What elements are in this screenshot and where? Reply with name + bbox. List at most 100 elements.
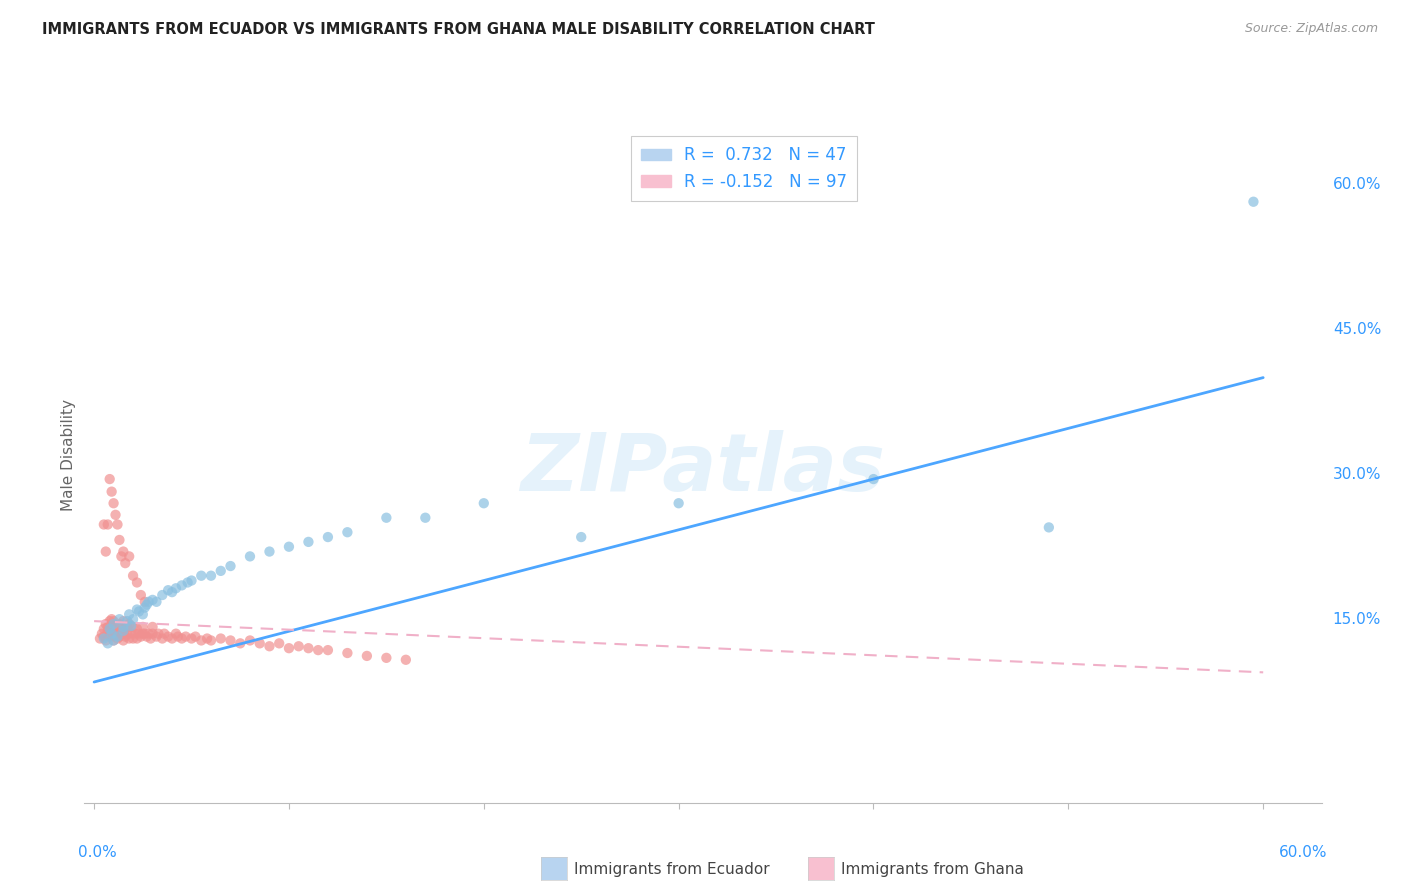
Point	[145, 630, 167, 644]
Point	[150, 632, 173, 646]
Text: Immigrants from Ecuador: Immigrants from Ecuador	[574, 863, 769, 877]
Point	[316, 530, 339, 544]
Point	[148, 626, 170, 640]
Point	[94, 617, 117, 632]
Point	[107, 632, 129, 646]
Point	[122, 612, 145, 626]
Point	[98, 472, 121, 486]
Point	[142, 626, 165, 640]
Point	[287, 639, 309, 653]
Point	[668, 496, 690, 510]
Text: 30.0%: 30.0%	[1333, 467, 1381, 482]
Point	[110, 549, 132, 564]
Point	[128, 626, 150, 640]
Point	[108, 533, 131, 547]
Point	[195, 632, 218, 646]
Point	[103, 622, 125, 636]
Point	[115, 626, 138, 640]
Point	[100, 626, 122, 640]
Point	[104, 508, 127, 522]
Point	[269, 636, 291, 650]
Point	[170, 632, 193, 646]
Text: 15.0%: 15.0%	[1333, 612, 1381, 627]
Point	[114, 630, 136, 644]
Point	[200, 568, 222, 582]
Point	[118, 632, 141, 646]
Text: Source: ZipAtlas.com: Source: ZipAtlas.com	[1244, 22, 1378, 36]
Point	[190, 568, 212, 582]
Point	[180, 574, 202, 588]
Point	[93, 632, 115, 646]
Point	[135, 630, 157, 644]
Point	[135, 598, 157, 612]
Point	[249, 636, 271, 650]
Point	[118, 549, 141, 564]
Point	[160, 632, 183, 646]
Point	[278, 641, 301, 656]
Point	[100, 626, 122, 640]
Point	[112, 624, 135, 638]
Point	[114, 622, 136, 636]
Point	[125, 632, 148, 646]
Point	[336, 646, 359, 660]
Point	[120, 619, 142, 633]
Point	[184, 630, 207, 644]
Point	[103, 496, 125, 510]
Point	[415, 510, 437, 524]
Point	[100, 484, 122, 499]
Point	[94, 633, 117, 648]
Point	[176, 575, 198, 590]
Point	[200, 633, 222, 648]
Text: Immigrants from Ghana: Immigrants from Ghana	[841, 863, 1024, 877]
Point	[97, 517, 120, 532]
Point	[112, 614, 135, 628]
Text: 60.0%: 60.0%	[1333, 177, 1381, 192]
Point	[103, 630, 125, 644]
Point	[115, 614, 138, 628]
Text: ZIPatlas: ZIPatlas	[520, 430, 886, 508]
Legend: R =  0.732   N = 47, R = -0.152   N = 97: R = 0.732 N = 47, R = -0.152 N = 97	[631, 136, 858, 201]
Point	[129, 630, 152, 644]
Point	[93, 622, 115, 636]
Point	[142, 592, 165, 607]
Point	[125, 575, 148, 590]
Point	[134, 600, 156, 615]
Point	[174, 630, 197, 644]
Text: 45.0%: 45.0%	[1333, 322, 1381, 337]
Point	[297, 641, 319, 656]
Point	[239, 549, 262, 564]
Point	[209, 632, 232, 646]
Point	[139, 632, 162, 646]
Point	[190, 633, 212, 648]
Point	[122, 568, 145, 582]
Point	[307, 643, 329, 657]
Point	[90, 626, 112, 640]
Point	[395, 653, 418, 667]
Point	[336, 525, 359, 540]
Point	[118, 617, 141, 632]
Point	[104, 626, 127, 640]
Point	[316, 643, 339, 657]
Point	[108, 612, 131, 626]
Point	[93, 630, 115, 644]
Point	[110, 626, 132, 640]
Point	[98, 622, 121, 636]
Point	[297, 535, 319, 549]
Point	[112, 633, 135, 648]
Point	[112, 620, 135, 634]
Point	[153, 626, 176, 640]
Point	[356, 648, 378, 663]
Point	[1241, 194, 1264, 209]
Point	[98, 630, 121, 644]
Point	[125, 602, 148, 616]
Point	[165, 626, 187, 640]
Point	[103, 614, 125, 628]
Point	[278, 540, 301, 554]
Point	[122, 632, 145, 646]
Point	[107, 624, 129, 638]
Point	[157, 630, 180, 644]
Point	[142, 620, 165, 634]
Point	[132, 626, 155, 640]
Point	[114, 556, 136, 570]
Point	[94, 544, 117, 558]
